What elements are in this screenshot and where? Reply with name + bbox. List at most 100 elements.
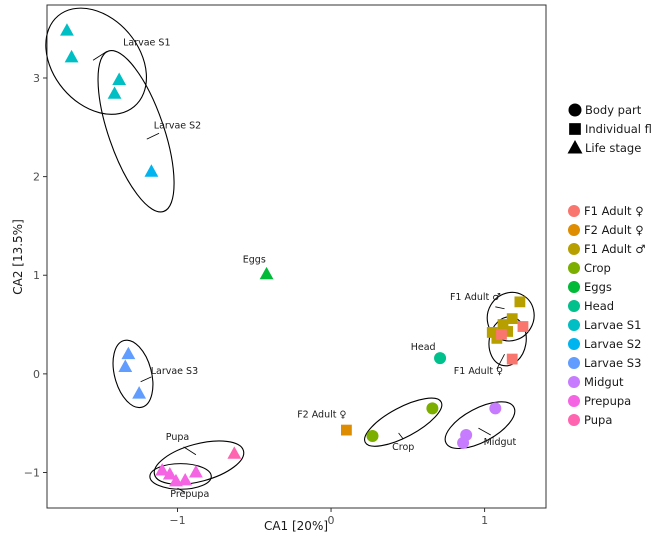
data-point <box>132 386 147 399</box>
color-legend-label: Head <box>584 299 614 313</box>
color-legend-key <box>568 319 580 331</box>
annotation-label: Larvae S2 <box>154 120 201 131</box>
color-legend-label: Pupa <box>584 413 612 427</box>
y-tick-label: 2 <box>33 171 40 184</box>
data-point <box>341 424 352 436</box>
annotation-label: Prepupa <box>170 489 209 500</box>
color-legend-label: F2 Adult ♀ <box>584 223 644 237</box>
annotation-leader <box>146 132 160 140</box>
color-legend-label: F1 Adult ♀ <box>584 204 644 218</box>
annotation-label: Head <box>411 342 436 353</box>
x-tick-label: 0 <box>328 514 335 527</box>
shape-legend-label: Individual fly <box>585 122 652 136</box>
annotation-label: F1 Adult ♂ <box>450 292 501 303</box>
data-point <box>60 23 74 36</box>
data-point <box>121 346 136 360</box>
data-point <box>502 326 514 337</box>
confidence-ellipse <box>364 397 443 447</box>
data-point <box>107 86 122 99</box>
color-legend-label: Midgut <box>584 375 624 389</box>
annotation-leader <box>496 353 505 370</box>
shape-legend-key <box>567 139 583 154</box>
data-point <box>506 353 518 365</box>
annotations-layer: Larvae S1 Larvae S2 Eggs Larvae S3 Pupa Prepu… <box>92 37 517 500</box>
data-point <box>112 72 127 85</box>
annotation-label: Midgut <box>484 437 517 448</box>
data-point <box>434 352 447 365</box>
data-point <box>169 473 183 487</box>
color-legend-key <box>568 414 580 426</box>
color-legend-label: Eggs <box>584 280 612 294</box>
annotation-label: Larvae S1 <box>123 37 170 48</box>
data-point <box>118 359 133 373</box>
annotation-label: Crop <box>392 442 414 453</box>
color-legend-key <box>568 205 580 217</box>
data-point <box>517 321 529 332</box>
annotation-leader <box>183 446 197 456</box>
color-legend-label: Larvae S1 <box>584 318 641 332</box>
shape-legend-key <box>569 123 581 135</box>
data-point <box>259 266 274 280</box>
shape-legend-key <box>568 103 582 117</box>
data-point <box>64 49 79 63</box>
color-legend-label: Larvae S3 <box>584 356 641 370</box>
x-tick-label: −1 <box>169 514 185 527</box>
data-point <box>497 319 509 330</box>
annotation-leader <box>478 427 491 436</box>
data-point <box>227 446 242 459</box>
data-point <box>366 430 379 443</box>
annotation-leader <box>92 51 108 61</box>
data-point <box>426 402 439 415</box>
color-legend-key <box>568 262 580 274</box>
x-tick-label: 1 <box>481 514 488 527</box>
color-legend-label: F1 Adult ♂ <box>584 242 646 256</box>
annotation-leader <box>177 487 186 493</box>
confidence-ellipse <box>153 440 245 485</box>
color-legend-key <box>568 338 580 350</box>
y-tick-label: 1 <box>33 269 40 282</box>
annotation-label: Eggs <box>243 254 266 265</box>
color-legend-key <box>568 243 580 255</box>
data-point <box>514 296 526 308</box>
points-layer <box>60 23 529 487</box>
y-tick-label: 3 <box>33 72 40 85</box>
y-axis-title: CA2 [13.5%] <box>11 219 25 295</box>
annotation-leader <box>398 432 404 440</box>
confidence-ellipse <box>97 49 175 213</box>
color-legend: F1 Adult ♀ F2 Adult ♀ F1 Adult ♂ Crop Eggs He… <box>568 204 646 427</box>
data-point <box>144 164 159 177</box>
shape-legend: Body part Individual fly Life stage <box>567 103 652 155</box>
shape-legend-label: Body part <box>585 103 642 117</box>
data-point <box>155 463 170 476</box>
color-legend-key <box>568 395 580 407</box>
color-legend-key <box>568 376 580 388</box>
annotation-leader <box>140 376 152 383</box>
annotation-label: F2 Adult ♀ <box>297 409 346 420</box>
data-point <box>486 327 498 338</box>
data-point <box>489 402 502 415</box>
y-tick-label: −1 <box>24 466 40 479</box>
data-point <box>506 313 518 325</box>
y-tick-label: 0 <box>33 368 40 381</box>
confidence-ellipse <box>444 401 516 450</box>
data-point <box>189 465 203 478</box>
confidence-ellipse <box>149 463 212 490</box>
data-point <box>460 429 473 442</box>
annotation-label: Larvae S3 <box>151 366 198 377</box>
color-legend-key <box>568 281 580 293</box>
color-legend-key <box>568 300 580 312</box>
x-axis: −1 0 1 <box>169 508 488 527</box>
color-legend-label: Crop <box>584 261 611 275</box>
x-axis-title: CA1 [20%] <box>264 519 328 533</box>
color-legend-key <box>568 224 580 236</box>
color-legend-label: Prepupa <box>584 394 631 408</box>
plot-panel <box>46 4 547 509</box>
annotation-label: F1 Adult ♀ <box>454 366 503 377</box>
confidence-ellipse <box>45 7 147 115</box>
data-point <box>178 472 193 486</box>
data-point <box>162 467 177 480</box>
data-point <box>496 329 507 340</box>
color-legend-label: Larvae S2 <box>584 337 641 351</box>
y-axis: −1 0 1 2 3 <box>24 72 47 479</box>
